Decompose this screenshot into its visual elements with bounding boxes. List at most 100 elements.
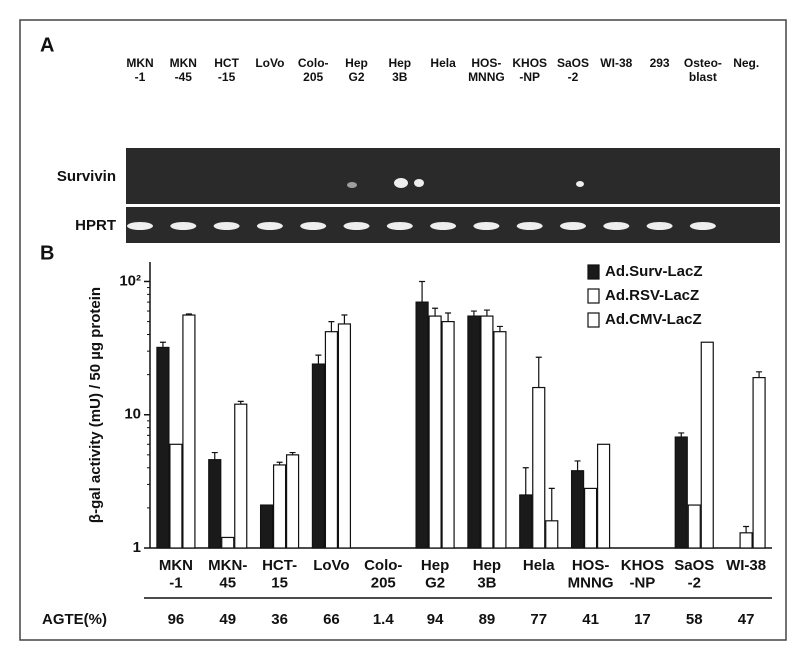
bar — [274, 465, 286, 548]
error-bar — [549, 488, 555, 520]
band — [576, 181, 584, 187]
bar — [688, 505, 700, 548]
legend-swatch — [588, 289, 599, 303]
agte-value: 41 — [582, 611, 599, 628]
lane-label: Colo-205 — [298, 56, 329, 84]
legend-swatch — [588, 313, 599, 327]
bar — [598, 444, 610, 548]
error-bar — [484, 310, 490, 316]
page: { "panel_a": { "label": "A", "lanes": ["… — [0, 0, 809, 651]
legend-label: Ad.Surv-LacZ — [605, 263, 703, 280]
bar — [585, 488, 597, 548]
error-bar — [536, 357, 542, 387]
error-bar — [328, 322, 334, 332]
error-bar — [419, 281, 425, 302]
y-axis-label: β-gal activity (mU) / 50 µg protein — [87, 287, 104, 523]
agte-value: 17 — [634, 611, 651, 628]
bar — [235, 404, 247, 548]
bar — [740, 533, 752, 548]
lane-label: SaOS-2 — [557, 56, 589, 84]
error-bar — [575, 461, 581, 471]
error-bar — [497, 326, 503, 331]
x-tick-label: MKN-45 — [208, 557, 247, 591]
agte-value: 66 — [323, 611, 340, 628]
x-tick-label: Colo-205 — [364, 557, 402, 591]
y-tick-label: 10 — [124, 406, 141, 423]
agte-value: 58 — [686, 611, 703, 628]
y-tick-label: 1 — [133, 539, 141, 556]
agte-value: 47 — [738, 611, 755, 628]
lane-label: 293 — [650, 56, 670, 70]
bar — [222, 537, 234, 548]
x-tick-label: KHOS-NP — [621, 557, 664, 591]
bar — [416, 302, 428, 548]
hprt-band — [603, 222, 629, 230]
bar — [170, 444, 182, 548]
lane-label: MKN-1 — [126, 56, 153, 84]
x-tick-label: HOS-MNNG — [568, 557, 614, 591]
hprt-band — [387, 222, 413, 230]
bar — [481, 316, 493, 548]
error-bar — [445, 313, 451, 322]
row-label: Survivin — [57, 168, 116, 185]
x-tick-label: HCT-15 — [262, 557, 297, 591]
agte-value: 1.4 — [373, 611, 395, 628]
gel-survivin — [126, 148, 780, 204]
lane-label: WI-38 — [600, 56, 632, 70]
y-tick-label: 10² — [119, 272, 141, 289]
hprt-band — [214, 222, 240, 230]
hprt-band — [170, 222, 196, 230]
lane-label: Hep3B — [388, 56, 411, 84]
hprt-band — [647, 222, 673, 230]
lane-label: Neg. — [733, 56, 759, 70]
legend-swatch — [588, 265, 599, 279]
x-tick-label: MKN-1 — [159, 557, 193, 591]
error-bar — [756, 372, 762, 378]
bar — [183, 315, 195, 548]
hprt-band — [257, 222, 283, 230]
bar — [520, 495, 532, 548]
bar — [325, 332, 337, 548]
band — [347, 182, 357, 188]
hprt-band — [430, 222, 456, 230]
error-bar — [341, 315, 347, 324]
hprt-band — [560, 222, 586, 230]
agte-value: 77 — [530, 611, 547, 628]
lane-label: LoVo — [255, 56, 284, 70]
agte-value: 36 — [271, 611, 288, 628]
error-bar — [523, 468, 529, 495]
bar — [338, 324, 350, 548]
agte-value: 49 — [219, 611, 236, 628]
agte-value: 94 — [427, 611, 444, 628]
bar — [494, 332, 506, 548]
lane-label: HOS-MNNG — [468, 56, 505, 84]
lane-label: KHOS-NP — [512, 56, 547, 84]
bar — [468, 316, 480, 548]
error-bar — [471, 311, 477, 316]
hprt-band — [473, 222, 499, 230]
hprt-band — [300, 222, 326, 230]
legend-label: Ad.CMV-LacZ — [605, 311, 702, 328]
error-bar — [678, 433, 684, 437]
x-tick-label: SaOS-2 — [674, 557, 714, 591]
figure: A B β-gal activity (mU) / 50 µg protein … — [0, 0, 809, 651]
error-bar — [212, 453, 218, 460]
hprt-band — [517, 222, 543, 230]
agte-value: 89 — [479, 611, 496, 628]
bar — [429, 316, 441, 548]
x-tick-label: LoVo — [313, 557, 349, 574]
bar — [261, 505, 273, 548]
error-bar — [432, 308, 438, 316]
bar — [753, 378, 765, 548]
agte-label: AGTE(%) — [42, 611, 107, 628]
row-label: HPRT — [75, 217, 116, 234]
x-tick-label: Hela — [523, 557, 555, 574]
lane-label: MKN-45 — [170, 56, 197, 84]
bar — [533, 388, 545, 548]
bar — [209, 460, 221, 548]
panel-b-label: B — [40, 242, 54, 264]
bar — [701, 342, 713, 548]
